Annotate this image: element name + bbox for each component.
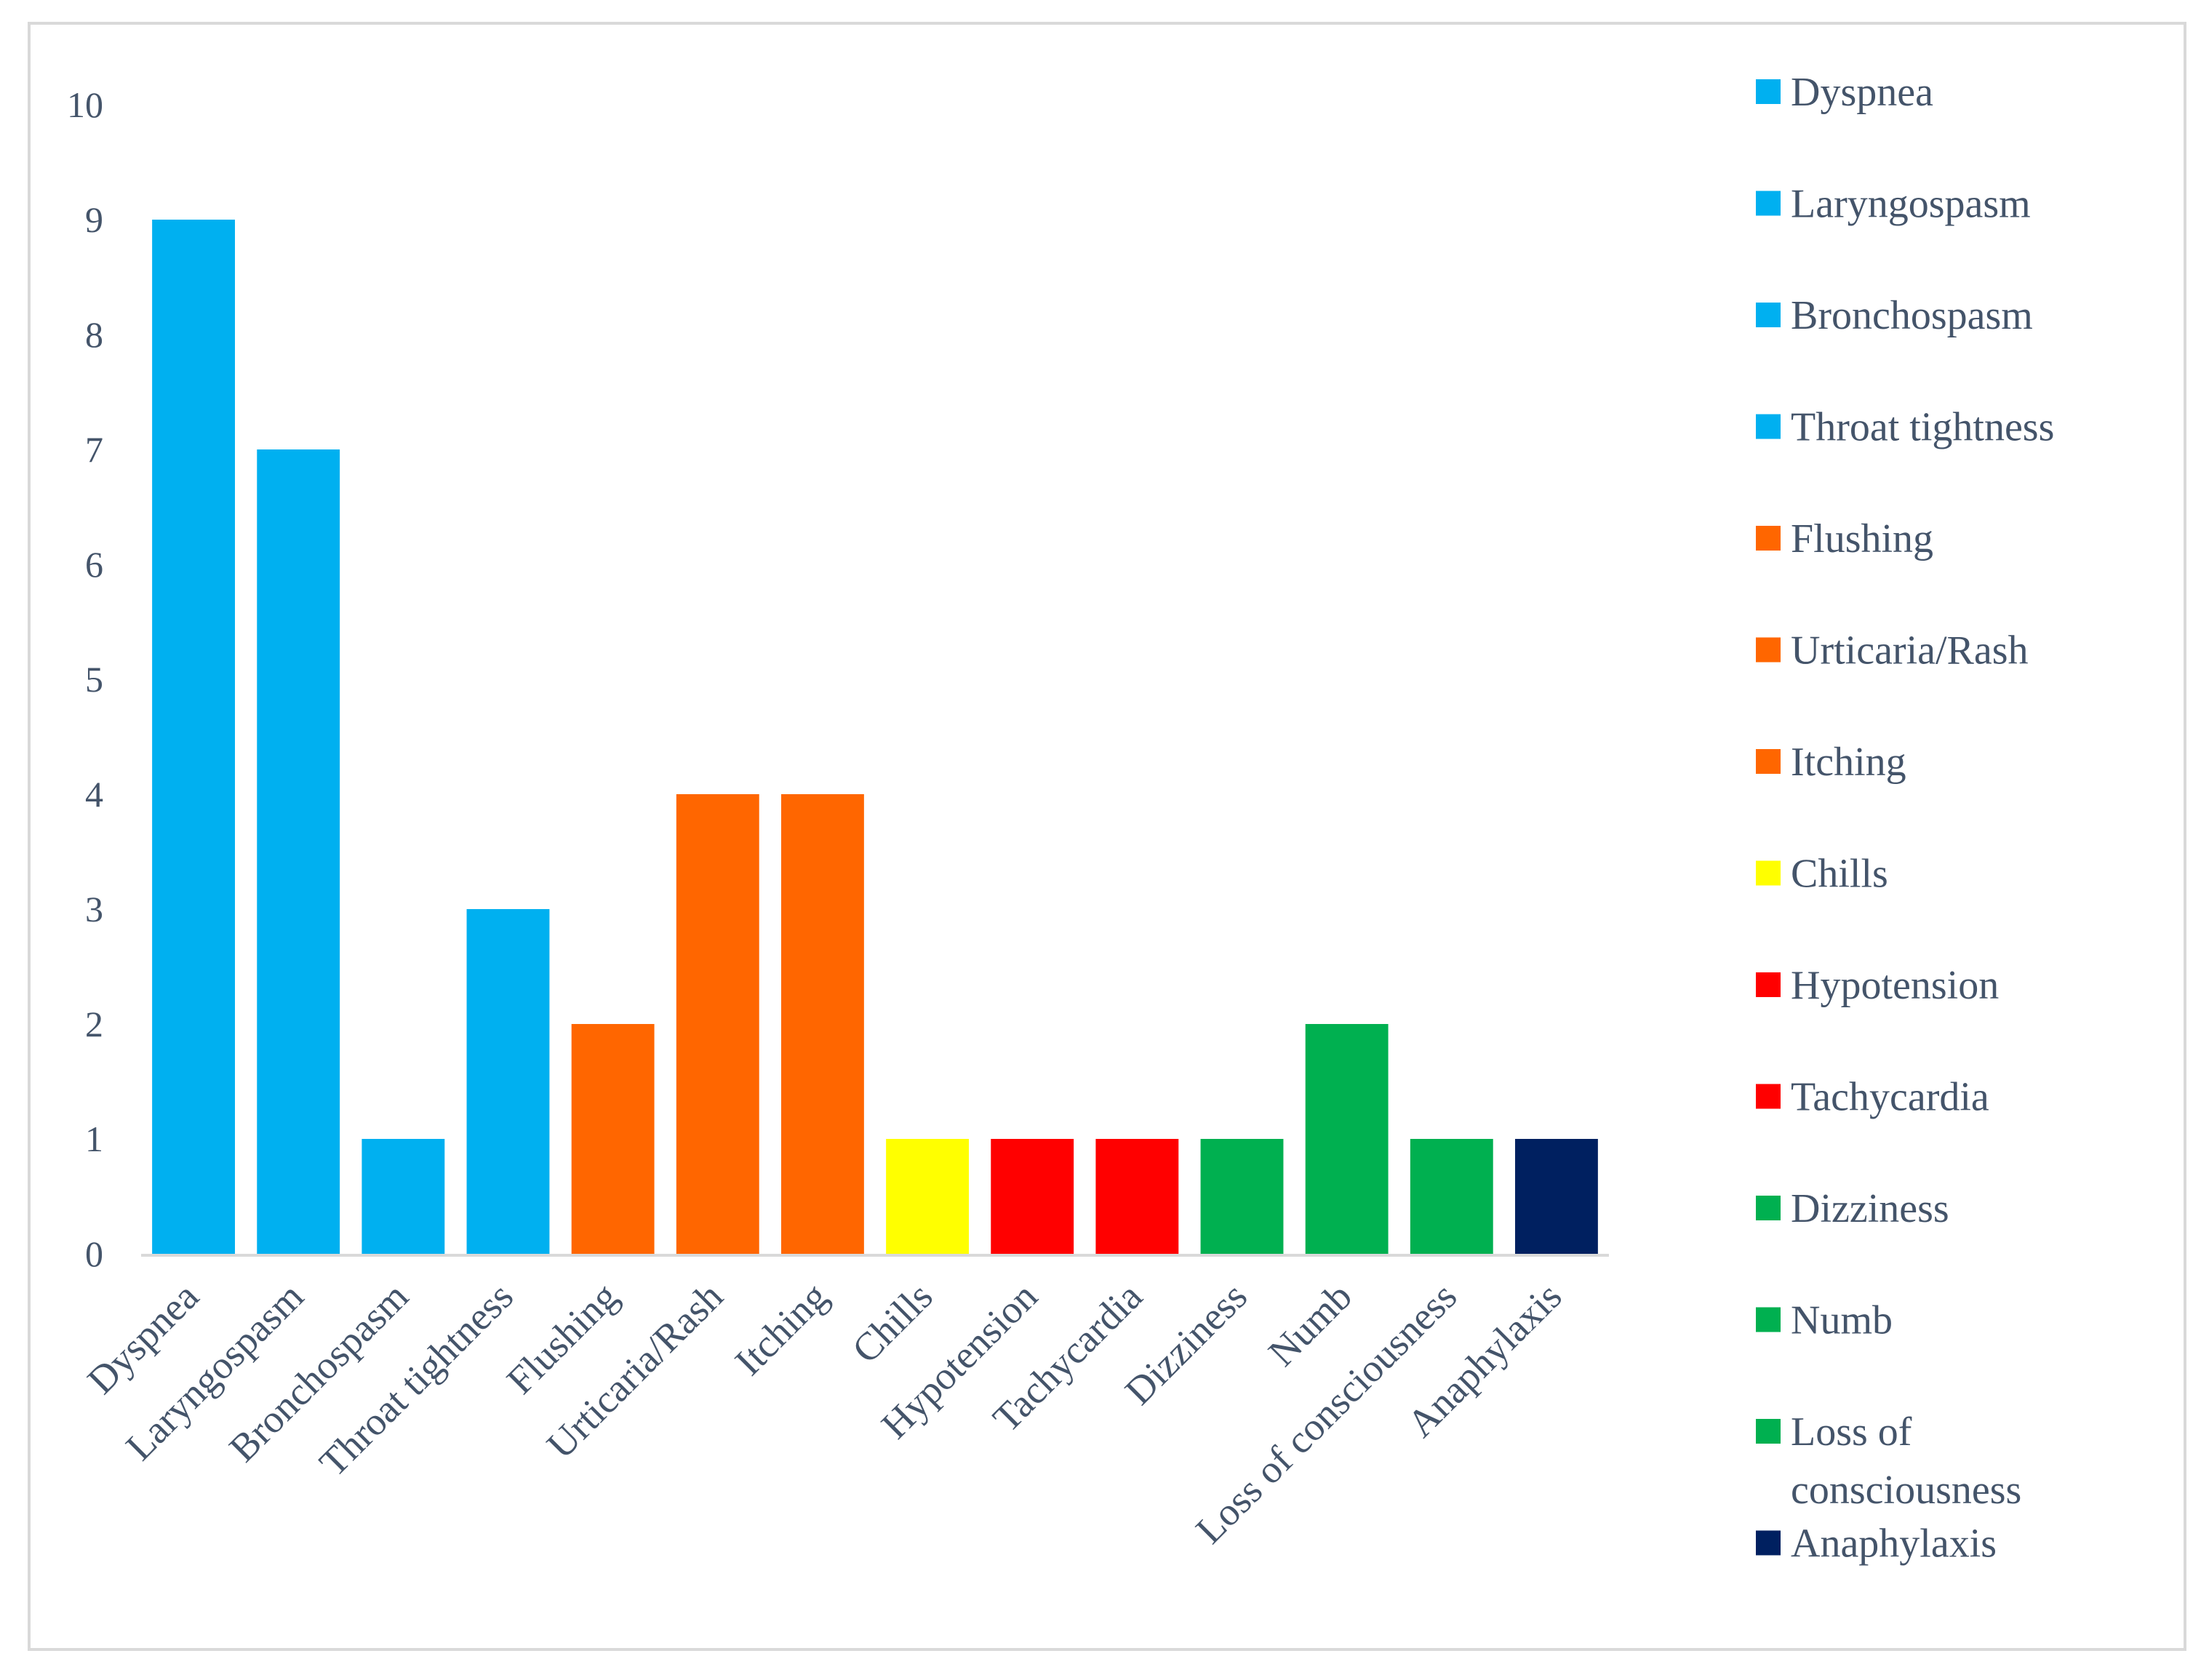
legend-item: Bronchospasm (1756, 293, 2033, 338)
bar-chills (886, 1139, 970, 1254)
y-tick-label: 10 (67, 84, 103, 125)
legend-label: consciousness (1791, 1468, 2021, 1513)
legend-swatch (1756, 191, 1781, 216)
legend-swatch (1756, 637, 1781, 663)
legend-swatch (1756, 526, 1781, 551)
y-tick-label: 7 (85, 429, 103, 470)
legend-swatch (1756, 303, 1781, 327)
x-tick-label: Numb (1260, 1274, 1360, 1375)
legend-label: Numb (1791, 1298, 1893, 1343)
bars (152, 220, 1598, 1254)
legend-item: Hypotension (1756, 963, 1999, 1008)
y-tick-label: 4 (85, 774, 103, 815)
legend-label: Tachycardia (1791, 1075, 1989, 1120)
legend-label: Urticaria/Rash (1791, 628, 2029, 673)
bar-itching (780, 794, 864, 1254)
y-tick-label: 9 (85, 199, 103, 240)
x-tick-label: Itching (727, 1274, 836, 1384)
y-tick-label: 2 (85, 1004, 103, 1044)
legend-label: Anaphylaxis (1791, 1521, 1997, 1567)
chart-frame: 0 1 2 3 4 5 6 7 8 9 10 Dyspnea Laryngospasm Bronchos… (28, 22, 2186, 1651)
y-tick-label: 8 (85, 314, 103, 355)
legend-swatch (1756, 860, 1781, 886)
bar-loss-of-consciousness (1410, 1139, 1493, 1254)
legend-label: Throat tightness (1791, 405, 2054, 450)
legend-label: Loss of (1791, 1409, 1912, 1455)
y-tick-label: 6 (85, 544, 103, 585)
bar-bronchospasm (361, 1139, 445, 1254)
x-tick-label: Bronchospasm (220, 1274, 416, 1470)
legend-swatch (1756, 79, 1781, 104)
legend-item: Itching (1756, 740, 1906, 785)
legend: Dyspnea Laryngospasm Bronchospasm Throat ti… (1756, 70, 2054, 1567)
bar-tachycardia (1095, 1139, 1179, 1254)
legend-label: Bronchospasm (1791, 293, 2033, 338)
x-tick-label: Chills (844, 1274, 941, 1372)
legend-label: Itching (1791, 740, 1906, 785)
bar-hypotension (991, 1139, 1074, 1254)
legend-item: Flushing (1756, 516, 1933, 561)
x-tick-label: Throat tightness (311, 1274, 522, 1485)
legend-item: Chills (1756, 852, 1888, 897)
legend-item: Loss of consciousness (1756, 1409, 2021, 1513)
legend-item: Dizziness (1756, 1186, 1949, 1231)
legend-swatch (1756, 1307, 1781, 1332)
legend-item: Anaphylaxis (1756, 1521, 1997, 1567)
bar-flushing (571, 1024, 655, 1254)
y-axis-ticks: 0 1 2 3 4 5 6 7 8 9 10 (67, 84, 103, 1274)
bar-laryngospasm (257, 449, 340, 1254)
y-tick-label: 1 (85, 1119, 103, 1159)
legend-swatch (1756, 1530, 1781, 1556)
y-tick-label: 3 (85, 889, 103, 929)
legend-swatch (1756, 414, 1781, 439)
legend-label: Dyspnea (1791, 70, 1933, 115)
legend-item: Urticaria/Rash (1756, 628, 2029, 673)
bar-urticaria-rash (676, 794, 759, 1254)
bar-throat-tightness (466, 909, 550, 1254)
legend-label: Laryngospasm (1791, 182, 2031, 227)
legend-label: Flushing (1791, 516, 1933, 561)
legend-item: Tachycardia (1756, 1075, 1989, 1120)
legend-item: Laryngospasm (1756, 182, 2031, 227)
legend-item: Numb (1756, 1298, 1893, 1343)
legend-swatch (1756, 1419, 1781, 1444)
legend-swatch (1756, 972, 1781, 997)
legend-item: Dyspnea (1756, 70, 1933, 115)
bar-chart: 0 1 2 3 4 5 6 7 8 9 10 Dyspnea Laryngospasm Bronchos… (67, 70, 2054, 1567)
legend-swatch (1756, 749, 1781, 774)
legend-item: Throat tightness (1756, 405, 2054, 450)
bar-numb (1305, 1024, 1389, 1254)
legend-label: Chills (1791, 852, 1888, 897)
bar-anaphylaxis (1514, 1139, 1598, 1254)
legend-swatch (1756, 1196, 1781, 1220)
legend-swatch (1756, 1084, 1781, 1109)
legend-label: Dizziness (1791, 1186, 1949, 1231)
y-tick-label: 5 (85, 659, 103, 700)
legend-label: Hypotension (1791, 963, 1999, 1008)
bar-dizziness (1200, 1139, 1284, 1254)
bar-dyspnea (152, 220, 236, 1254)
y-tick-label: 0 (85, 1233, 103, 1274)
